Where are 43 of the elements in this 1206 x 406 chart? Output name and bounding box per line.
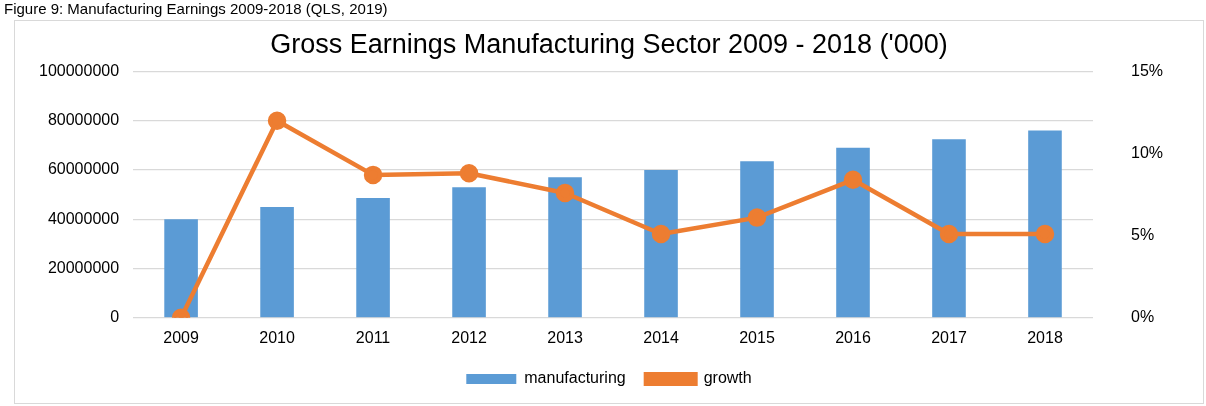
x-tick-label: 2013 <box>547 328 583 346</box>
bar <box>740 161 774 318</box>
y-tick-label: 80000000 <box>47 111 120 129</box>
x-tick-label: 2009 <box>163 328 199 346</box>
point <box>267 111 287 130</box>
x-tick-label: 2015 <box>739 328 775 346</box>
bar <box>932 139 966 318</box>
bar <box>644 169 678 318</box>
point <box>939 224 959 244</box>
bar <box>260 206 294 318</box>
x-tick-label: 2011 <box>355 328 391 346</box>
x-tick-label: 2017 <box>931 328 967 346</box>
bar <box>164 219 198 318</box>
y-tick-label: 40000000 <box>47 209 120 227</box>
point <box>555 183 575 203</box>
bar <box>452 187 486 318</box>
point <box>363 165 383 185</box>
y-tick-label: 60000000 <box>47 160 120 178</box>
y-tick-label: 100000000 <box>38 61 120 79</box>
legend-label: manufacturing <box>524 369 626 387</box>
y2-tick-label: 5% <box>1130 226 1155 244</box>
y-tick-label: 0 <box>110 308 120 326</box>
x-tick-label: 2010 <box>259 328 295 346</box>
y-tick-label: 20000000 <box>47 258 120 276</box>
y2-tick-label: 0% <box>1130 308 1155 326</box>
bar <box>548 177 582 318</box>
caption: Figure 9: Manufacturing Earnings 2009-2018 (QLS, 2019) <box>4 0 388 18</box>
bar <box>1028 130 1062 318</box>
x-tick-label: 2018 <box>1027 328 1063 346</box>
point <box>843 170 863 190</box>
x-tick-label: 2012 <box>451 328 487 346</box>
y2-tick-label: 10% <box>1130 143 1164 161</box>
point <box>1035 224 1055 244</box>
bar <box>836 147 870 318</box>
y2-tick-label: 15% <box>1130 61 1164 79</box>
x-tick-label: 2014 <box>643 328 679 346</box>
chart-title: Gross Earnings Manufacturing Sector 2009 - 2018 ('000) <box>270 28 948 59</box>
point <box>459 164 479 183</box>
point <box>651 224 671 244</box>
point <box>747 208 767 227</box>
legend-label: growth <box>703 369 752 387</box>
x-tick-label: 2016 <box>835 328 871 346</box>
bar <box>356 198 390 318</box>
